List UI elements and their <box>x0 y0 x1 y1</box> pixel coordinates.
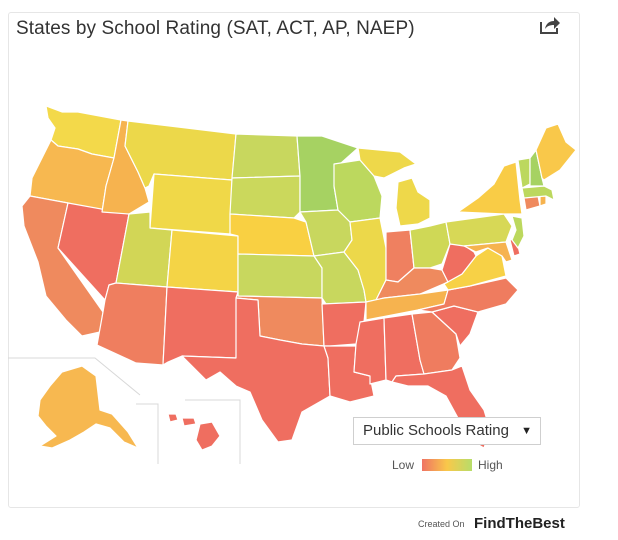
state-NH[interactable] <box>529 149 545 187</box>
state-WY[interactable] <box>149 173 233 235</box>
state-ND[interactable] <box>231 133 301 179</box>
state-AK[interactable] <box>37 365 139 449</box>
state-HI[interactable] <box>195 421 221 451</box>
metric-select[interactable]: Public Schools Rating ▼ <box>353 417 541 445</box>
brand-logo[interactable]: FindTheBest <box>474 515 565 532</box>
hawaii-inset-frame-right <box>185 399 241 464</box>
legend-high-label: High <box>478 458 503 472</box>
chart-title: States by School Rating (SAT, ACT, AP, N… <box>16 18 415 39</box>
state-NC[interactable] <box>417 277 519 313</box>
state-PA[interactable] <box>445 213 513 247</box>
state-VT[interactable] <box>517 157 531 189</box>
state-TX[interactable] <box>181 297 331 443</box>
state-MI-lower[interactable] <box>395 177 431 227</box>
state-HI-islands[interactable] <box>167 413 179 423</box>
alaska-inset-frame <box>8 357 141 396</box>
state-RI[interactable] <box>539 195 547 207</box>
legend-low-label: Low <box>392 458 415 472</box>
state-NE[interactable] <box>229 213 315 257</box>
state-NY[interactable] <box>457 161 523 215</box>
state-MI[interactable] <box>357 147 417 179</box>
state-CO[interactable] <box>166 229 239 293</box>
legend-gradient-bar <box>422 459 472 471</box>
hawaii-inset-frame-left <box>136 403 159 464</box>
state-OH[interactable] <box>409 221 451 269</box>
state-SD[interactable] <box>229 175 301 219</box>
chevron-down-icon: ▼ <box>521 425 532 437</box>
state-MD[interactable] <box>463 241 513 263</box>
state-KS[interactable] <box>237 253 323 299</box>
metric-select-value: Public Schools Rating <box>363 422 509 439</box>
state-HI-islands-2[interactable] <box>181 417 197 427</box>
state-NJ[interactable] <box>511 215 525 249</box>
state-AZ[interactable] <box>96 282 168 366</box>
state-NM[interactable] <box>162 286 239 366</box>
share-icon[interactable] <box>538 14 562 36</box>
state-ME[interactable] <box>535 123 577 181</box>
created-on-label: Created On <box>418 519 465 529</box>
